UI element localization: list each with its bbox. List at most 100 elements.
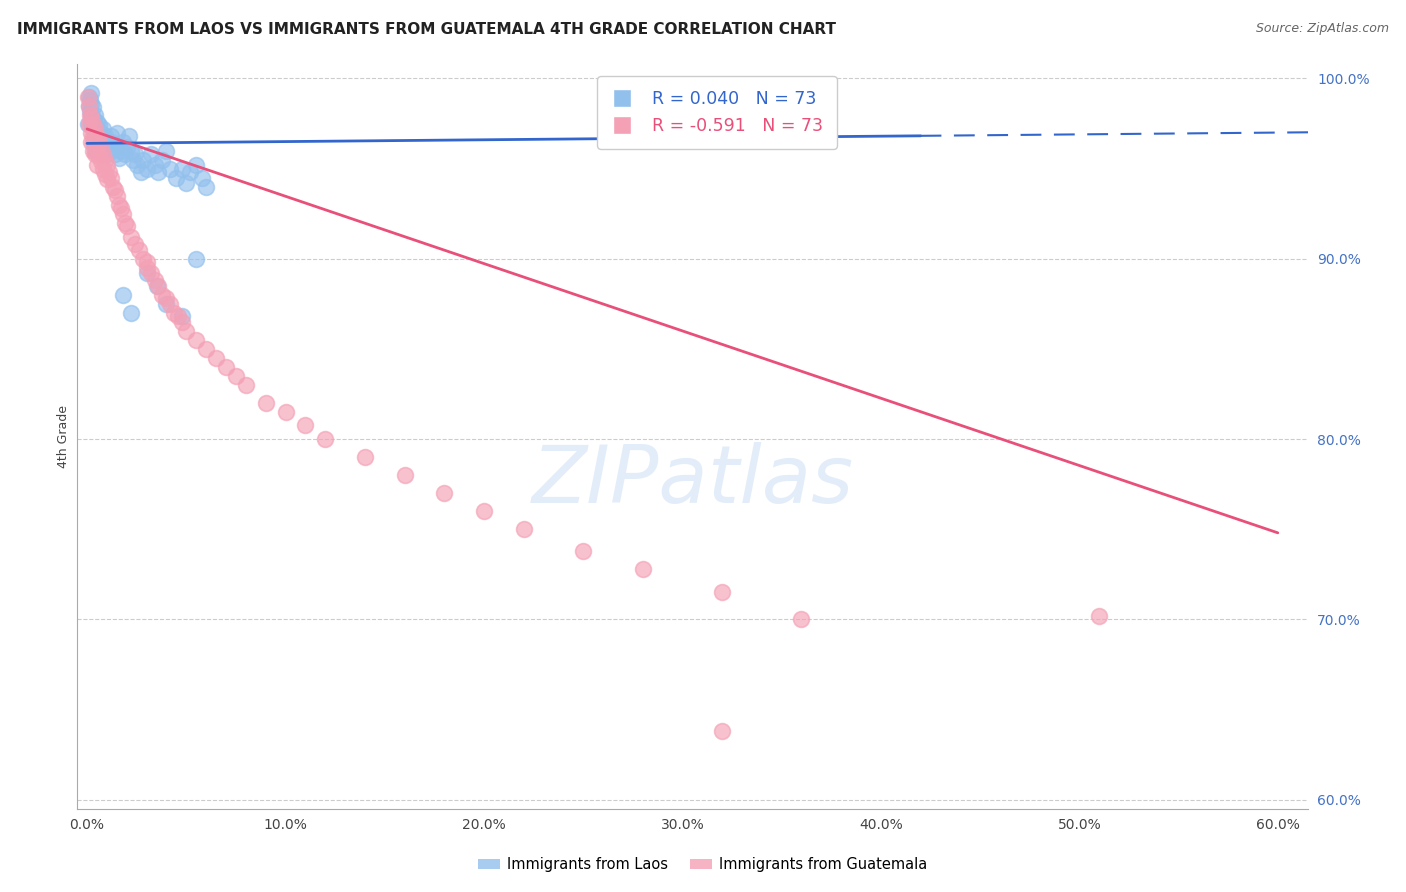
Point bbox=[79, 103, 101, 118]
Point bbox=[172, 315, 194, 329]
Point bbox=[107, 151, 129, 165]
Point bbox=[101, 136, 124, 151]
Point bbox=[631, 562, 654, 576]
Point bbox=[82, 144, 104, 158]
Point bbox=[100, 144, 122, 158]
Point bbox=[86, 114, 108, 128]
Point bbox=[91, 122, 114, 136]
Point bbox=[90, 140, 112, 154]
Point bbox=[105, 126, 128, 140]
Point bbox=[172, 310, 194, 324]
Point bbox=[115, 219, 138, 234]
Point bbox=[107, 197, 129, 211]
Point bbox=[174, 324, 197, 338]
Point bbox=[80, 96, 103, 111]
Point bbox=[87, 144, 110, 158]
Y-axis label: 4th Grade: 4th Grade bbox=[58, 405, 70, 468]
Point bbox=[77, 89, 100, 103]
Point bbox=[135, 255, 157, 269]
Point bbox=[87, 119, 110, 133]
Point bbox=[104, 147, 127, 161]
Point bbox=[512, 522, 534, 536]
Point bbox=[121, 153, 143, 167]
Point bbox=[120, 144, 142, 158]
Point bbox=[94, 153, 117, 167]
Point bbox=[84, 119, 107, 133]
Point bbox=[163, 306, 186, 320]
Point bbox=[118, 129, 141, 144]
Point bbox=[274, 405, 297, 419]
Point bbox=[115, 140, 138, 154]
Point bbox=[87, 129, 110, 144]
Point bbox=[152, 153, 174, 167]
Point bbox=[80, 111, 103, 125]
Legend:   R = 0.040   N = 73,   R = -0.591   N = 73: R = 0.040 N = 73, R = -0.591 N = 73 bbox=[598, 77, 837, 149]
Point bbox=[86, 158, 108, 172]
Point bbox=[790, 612, 813, 626]
Point bbox=[124, 237, 146, 252]
Point bbox=[100, 170, 122, 185]
Point bbox=[105, 140, 128, 154]
Point bbox=[84, 107, 107, 121]
Point bbox=[80, 135, 103, 149]
Point bbox=[87, 149, 110, 163]
Text: Source: ZipAtlas.com: Source: ZipAtlas.com bbox=[1256, 22, 1389, 36]
Point bbox=[145, 278, 167, 293]
Point bbox=[82, 135, 104, 149]
Point bbox=[235, 378, 257, 392]
Point bbox=[354, 450, 377, 464]
Legend: Immigrants from Laos, Immigrants from Guatemala: Immigrants from Laos, Immigrants from Gu… bbox=[472, 851, 934, 878]
Point bbox=[86, 140, 108, 154]
Point bbox=[80, 86, 103, 100]
Point bbox=[139, 147, 162, 161]
Point bbox=[215, 359, 238, 374]
Point bbox=[155, 144, 177, 158]
Point bbox=[96, 147, 118, 161]
Point bbox=[152, 288, 174, 302]
Point bbox=[79, 107, 101, 121]
Point bbox=[159, 297, 181, 311]
Point bbox=[94, 167, 117, 181]
Point bbox=[195, 179, 218, 194]
Point bbox=[711, 585, 734, 599]
Point bbox=[94, 129, 117, 144]
Point bbox=[100, 129, 122, 144]
Point bbox=[96, 158, 118, 172]
Point bbox=[96, 133, 118, 147]
Point bbox=[84, 144, 107, 158]
Point bbox=[165, 170, 187, 185]
Point bbox=[124, 147, 146, 161]
Point bbox=[179, 165, 201, 179]
Point bbox=[131, 153, 153, 167]
Point bbox=[91, 147, 114, 161]
Point bbox=[84, 122, 107, 136]
Point bbox=[105, 188, 128, 202]
Point bbox=[148, 165, 170, 179]
Point bbox=[77, 98, 100, 112]
Point bbox=[314, 432, 336, 446]
Point bbox=[225, 368, 247, 383]
Point bbox=[1088, 608, 1111, 623]
Point bbox=[195, 342, 218, 356]
Point bbox=[155, 292, 177, 306]
Point bbox=[186, 252, 208, 266]
Point bbox=[97, 140, 120, 154]
Point bbox=[90, 140, 112, 154]
Point bbox=[394, 468, 416, 483]
Point bbox=[80, 126, 103, 140]
Point bbox=[572, 544, 595, 558]
Point bbox=[80, 117, 103, 131]
Point bbox=[110, 144, 132, 158]
Point bbox=[172, 161, 194, 176]
Point bbox=[77, 117, 100, 131]
Point bbox=[111, 207, 134, 221]
Point bbox=[82, 100, 104, 114]
Point bbox=[174, 176, 197, 190]
Point bbox=[114, 147, 136, 161]
Point bbox=[125, 158, 148, 172]
Point bbox=[111, 135, 134, 149]
Point bbox=[294, 417, 316, 432]
Point bbox=[139, 266, 162, 280]
Point bbox=[120, 230, 142, 244]
Point bbox=[120, 306, 142, 320]
